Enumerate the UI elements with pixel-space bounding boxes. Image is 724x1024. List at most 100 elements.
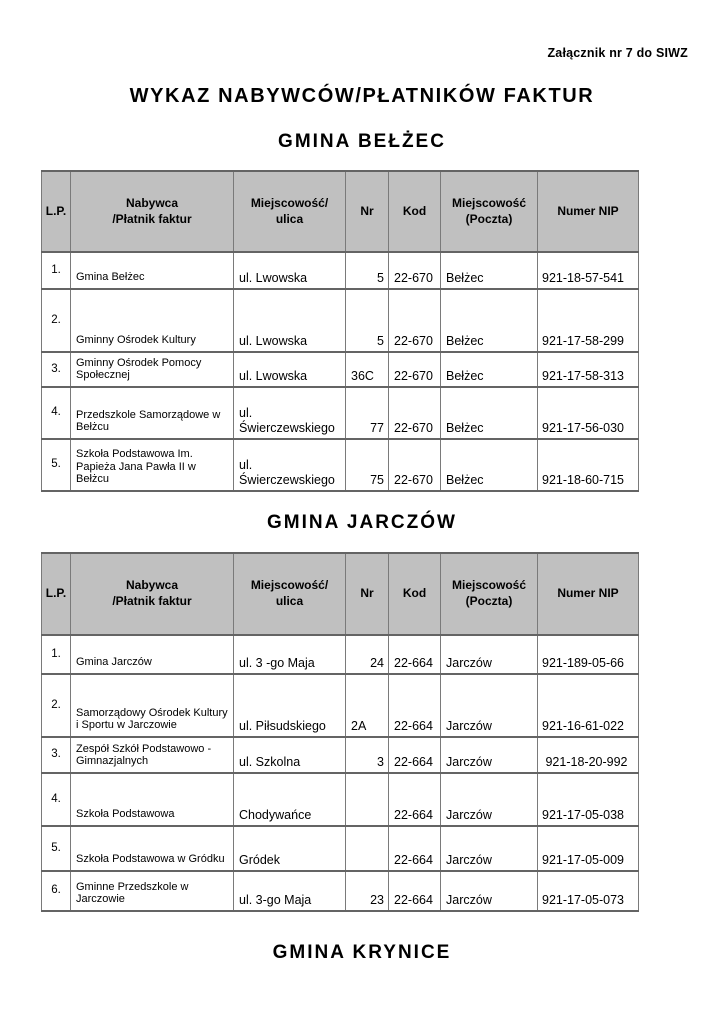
belzec-table: L.P. Nabywca/Płatnik faktur Miejscowość/… (41, 170, 639, 492)
cell-post: Jarczów (440, 870, 538, 912)
column-header-buyer-line2: /Płatnik faktur (112, 594, 192, 608)
column-header-street-line1: Miejscowość/ (250, 195, 329, 210)
attachment-note: Załącznik nr 7 do SIWZ (547, 46, 688, 60)
cell-street: ul. Lwowska (233, 251, 346, 290)
cell-nr (345, 772, 389, 827)
jarczow-table-head: L.P. Nabywca/Płatnik faktur Miejscowość/… (41, 552, 639, 636)
section-title-belzec: GMINA BEŁŻEC (278, 131, 446, 152)
cell-kod: 22-670 (388, 438, 441, 492)
table-row: 1. Gmina Jarczów ul. 3 -go Maja 24 22-66… (41, 634, 639, 675)
cell-kod: 22-664 (388, 736, 441, 774)
cell-lp: 2. (41, 288, 71, 353)
cell-nip: 921-18-20-992 (537, 736, 639, 774)
table-row: 5. Szkoła Podstawowa w Gródku Gródek 22-… (41, 825, 639, 872)
column-header-post-line1: Miejscowość (451, 195, 527, 210)
cell-buyer: Gminny Ośrodek Kultury (70, 288, 234, 353)
cell-lp: 4. (41, 772, 71, 827)
cell-nip: 921-17-05-073 (537, 870, 639, 912)
cell-nip: 921-189-05-66 (537, 634, 639, 675)
cell-nip: 921-17-05-009 (537, 825, 639, 872)
cell-post: Bełżec (440, 251, 538, 290)
cell-nr: 23 (345, 870, 389, 912)
cell-post: Jarczów (440, 673, 538, 738)
table-row: 2. Gminny Ośrodek Kultury ul. Lwowska 5 … (41, 288, 639, 353)
column-header-buyer: Nabywca/Płatnik faktur (70, 170, 234, 253)
column-header-lp: L.P. (41, 552, 71, 636)
cell-nr: 75 (345, 438, 389, 492)
column-header-buyer-line1: Nabywca (125, 578, 179, 593)
cell-street: ul. Świerczewskiego (233, 386, 346, 440)
cell-buyer: Przedszkole Samorządowe w Bełżcu (70, 386, 234, 440)
cell-nip: 921-17-05-038 (537, 772, 639, 827)
cell-buyer: Zespół Szkół Podstawowo - Gimnazjalnych (70, 736, 234, 774)
section-title-krynice: GMINA KRYNICE (272, 942, 452, 963)
column-header-nr: Nr (345, 552, 389, 636)
column-header-post-line2: (Poczta) (465, 594, 513, 608)
document-title: WYKAZ NABYWCÓW/PŁATNIKÓW FAKTUR (129, 85, 595, 107)
cell-post: Jarczów (440, 736, 538, 774)
column-header-buyer-line1: Nabywca (125, 195, 179, 210)
cell-nip: 921-17-56-030 (537, 386, 639, 440)
cell-nr: 36C (345, 351, 389, 388)
cell-kod: 22-664 (388, 825, 441, 872)
table-header-row: L.P. Nabywca/Płatnik faktur Miejscowość/… (41, 170, 639, 253)
cell-nr: 5 (345, 288, 389, 353)
cell-kod: 22-670 (388, 351, 441, 388)
cell-lp: 5. (41, 825, 71, 872)
cell-street: ul. 3 -go Maja (233, 634, 346, 675)
table-row: 2. Samorządowy Ośrodek Kultury i Sportu … (41, 673, 639, 738)
cell-nr: 2A (345, 673, 389, 738)
cell-buyer: Szkoła Podstawowa w Gródku (70, 825, 234, 872)
cell-kod: 22-664 (388, 772, 441, 827)
cell-nip: 921-16-61-022 (537, 673, 639, 738)
cell-nip: 921-18-57-541 (537, 251, 639, 290)
table-row: 1. Gmina Bełżec ul. Lwowska 5 22-670 Beł… (41, 251, 639, 290)
cell-street: Gródek (233, 825, 346, 872)
cell-lp: 1. (41, 251, 71, 290)
cell-post: Jarczów (440, 772, 538, 827)
cell-lp: 3. (41, 351, 71, 388)
jarczow-table: L.P. Nabywca/Płatnik faktur Miejscowość/… (41, 552, 639, 912)
cell-street: ul. Piłsudskiego (233, 673, 346, 738)
section-title-jarczow: GMINA JARCZÓW (267, 512, 457, 533)
column-header-kod: Kod (388, 170, 441, 253)
table-row: 4. Szkoła Podstawowa Chodywańce 22-664 J… (41, 772, 639, 827)
cell-nr: 5 (345, 251, 389, 290)
cell-post: Bełżec (440, 386, 538, 440)
column-header-buyer: Nabywca/Płatnik faktur (70, 552, 234, 636)
table-header-row: L.P. Nabywca/Płatnik faktur Miejscowość/… (41, 552, 639, 636)
cell-kod: 22-664 (388, 634, 441, 675)
cell-post: Bełżec (440, 288, 538, 353)
cell-lp: 6. (41, 870, 71, 912)
column-header-nip: Numer NIP (537, 170, 639, 253)
cell-buyer: Gminny Ośrodek Pomocy Społecznej (70, 351, 234, 388)
column-header-post: Miejscowość (Poczta) (440, 170, 538, 253)
cell-buyer: Szkoła Podstawowa (70, 772, 234, 827)
table-row: 3. Zespół Szkół Podstawowo - Gimnazjalny… (41, 736, 639, 774)
cell-nip: 921-17-58-313 (537, 351, 639, 388)
cell-street: ul. Lwowska (233, 288, 346, 353)
cell-lp: 3. (41, 736, 71, 774)
column-header-street-line2: ulica (275, 211, 304, 226)
cell-lp: 2. (41, 673, 71, 738)
belzec-table-head: L.P. Nabywca/Płatnik faktur Miejscowość/… (41, 170, 639, 253)
cell-nr: 24 (345, 634, 389, 675)
cell-lp: 5. (41, 438, 71, 492)
jarczow-table-body: 1. Gmina Jarczów ul. 3 -go Maja 24 22-66… (41, 634, 639, 912)
belzec-table-body: 1. Gmina Bełżec ul. Lwowska 5 22-670 Beł… (41, 251, 639, 492)
table-row: 6. Gminne Przedszkole w Jarczowie ul. 3-… (41, 870, 639, 912)
cell-buyer: Gmina Jarczów (70, 634, 234, 675)
cell-street: ul. 3-go Maja (233, 870, 346, 912)
cell-kod: 22-670 (388, 386, 441, 440)
cell-post: Jarczów (440, 634, 538, 675)
column-header-nip: Numer NIP (537, 552, 639, 636)
table-row: 3. Gminny Ośrodek Pomocy Społecznej ul. … (41, 351, 639, 388)
cell-street: ul. Świerczewskiego (233, 438, 346, 492)
column-header-street-line2: ulica (275, 594, 304, 608)
cell-nip: 921-17-58-299 (537, 288, 639, 353)
cell-lp: 1. (41, 634, 71, 675)
cell-street: Chodywańce (233, 772, 346, 827)
cell-kod: 22-670 (388, 251, 441, 290)
cell-lp: 4. (41, 386, 71, 440)
